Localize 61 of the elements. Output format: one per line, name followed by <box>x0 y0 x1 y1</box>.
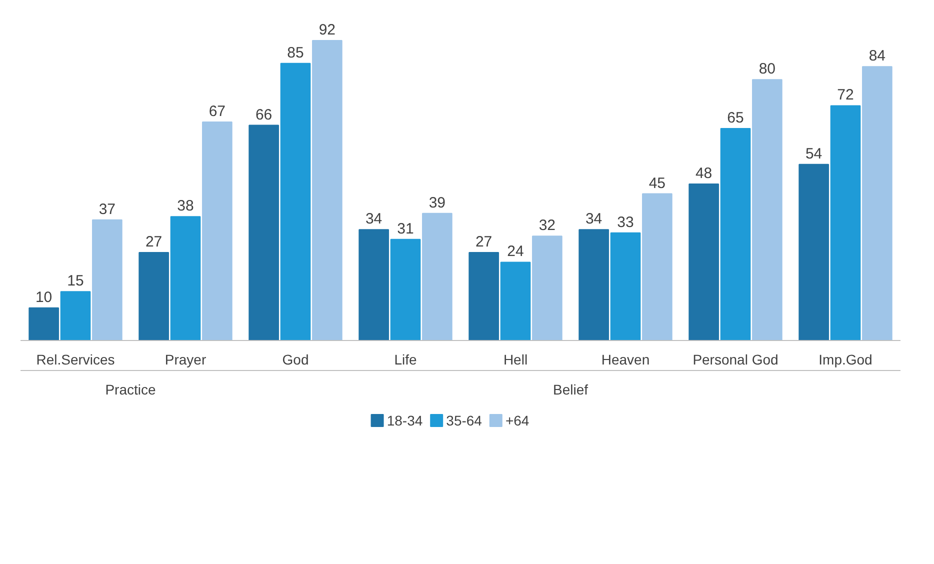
data-label: 27 <box>475 233 492 250</box>
bar <box>138 252 169 340</box>
bar <box>202 122 232 340</box>
data-label: 31 <box>397 220 414 238</box>
bar <box>578 229 609 340</box>
legend-label: +64 <box>505 412 530 428</box>
x-tick-label: God <box>282 352 309 368</box>
data-label: 39 <box>428 194 446 212</box>
data-label: 66 <box>255 106 272 124</box>
legend-label: 35-64 <box>446 412 482 428</box>
data-label: 24 <box>507 243 524 260</box>
data-label: 92 <box>318 22 336 38</box>
bar <box>862 66 892 340</box>
x-tick-label: Prayer <box>164 352 206 368</box>
bar <box>688 183 719 340</box>
data-label: 10 <box>35 288 52 306</box>
x-tick-label: Hell <box>503 352 528 368</box>
bar <box>500 262 531 340</box>
bar <box>752 79 782 340</box>
data-label: 48 <box>695 164 712 182</box>
data-label: 37 <box>98 200 116 218</box>
bar <box>28 307 59 340</box>
legend-label: 18-34 <box>386 412 423 428</box>
x-tick-label: Rel.Services <box>36 352 115 368</box>
bar <box>830 105 861 340</box>
x-tick-label: Life <box>394 352 417 368</box>
data-label: 15 <box>67 272 84 290</box>
bar <box>312 40 342 340</box>
bar <box>532 236 562 340</box>
x-tick-label: Imp.God <box>818 352 872 368</box>
text: Practice <box>105 382 156 398</box>
data-label: 84 <box>868 48 886 65</box>
data-label: 38 <box>177 198 194 215</box>
data-label: 72 <box>837 86 854 104</box>
bar <box>358 229 389 340</box>
bar <box>390 238 421 340</box>
data-label: 33 <box>617 214 634 231</box>
data-label: 67 <box>208 103 226 120</box>
x-tick-label: Personal God <box>692 352 778 368</box>
bar <box>280 62 311 340</box>
data-label: 54 <box>805 145 822 162</box>
bar <box>642 193 672 340</box>
bar <box>468 252 499 340</box>
data-label: 34 <box>365 210 382 228</box>
text: Belief <box>552 382 588 398</box>
bar <box>798 164 829 340</box>
data-label: 80 <box>758 60 776 78</box>
bar <box>92 219 122 340</box>
bar <box>610 232 641 340</box>
bar <box>60 291 91 340</box>
bar <box>422 212 452 340</box>
x-tick-label: Heaven <box>601 352 650 368</box>
data-label: 27 <box>145 233 162 250</box>
data-label: 65 <box>727 110 744 127</box>
bar <box>720 128 751 340</box>
data-label: 34 <box>585 210 602 228</box>
data-label: 45 <box>648 174 666 192</box>
data-label: 32 <box>538 217 556 234</box>
bar <box>248 124 279 340</box>
bar <box>170 216 201 340</box>
data-label: 85 <box>287 44 304 62</box>
